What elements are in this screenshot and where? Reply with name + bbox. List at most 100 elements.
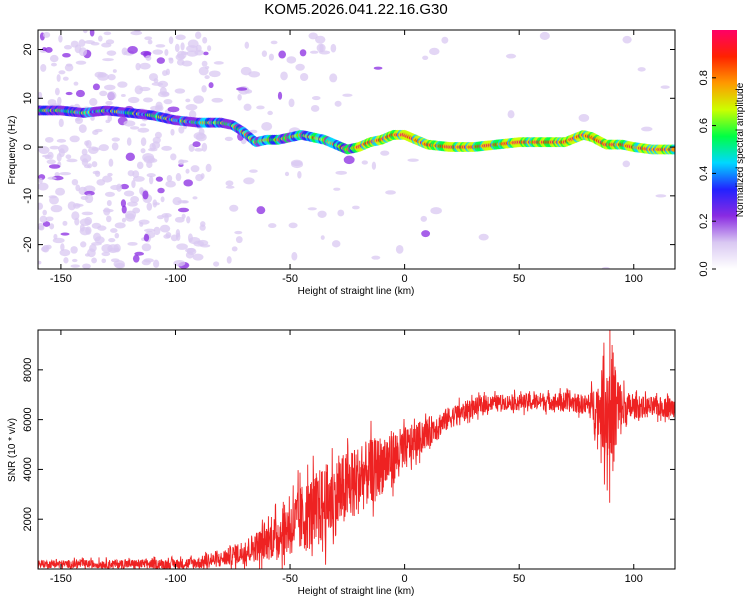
spectral-blob — [146, 202, 153, 211]
spectral-blob — [395, 245, 404, 254]
snr-frame — [37, 329, 676, 570]
spectral-blob — [213, 61, 224, 65]
spectral-blob — [108, 237, 116, 243]
spectral-blob — [45, 47, 53, 53]
spectral-blob — [53, 233, 58, 240]
spectral-blob — [155, 176, 163, 182]
spectral-blob — [107, 172, 113, 177]
spectral-blob — [75, 184, 81, 192]
spectral-blob — [134, 85, 143, 95]
spectral-blob — [277, 91, 283, 100]
spectral-blob — [256, 206, 266, 215]
spectral-blob — [55, 187, 66, 196]
spectral-blob — [507, 110, 515, 119]
spectral-blob — [505, 53, 517, 59]
spectral-blob — [103, 84, 116, 91]
spectral-blob — [153, 202, 160, 206]
spectral-blob — [141, 259, 151, 266]
spectral-blob — [190, 165, 200, 173]
spectral-blob — [93, 232, 101, 242]
spectral-blob — [280, 71, 288, 81]
spectral-blob — [660, 85, 670, 89]
spectral-blob — [49, 145, 60, 150]
spectral-blob — [203, 51, 209, 56]
spectral-blob — [291, 252, 298, 261]
spectral-blob — [185, 168, 190, 174]
spectral-blob — [56, 138, 67, 143]
spectral-blob — [141, 243, 152, 252]
spectral-blob — [295, 63, 305, 71]
spectral-blob — [38, 146, 50, 154]
spectral-blob — [183, 179, 194, 187]
spectral-blob — [38, 202, 44, 210]
spectral-blob — [146, 173, 156, 178]
spectral-blob — [94, 170, 101, 177]
spectral-blob — [186, 216, 191, 224]
spectral-blob — [319, 44, 324, 52]
spectral-blob — [72, 258, 78, 263]
spectral-blob — [202, 36, 208, 44]
spectral-blob — [101, 251, 111, 257]
x-tick-label: -150 — [50, 273, 72, 285]
x-tick-label: 100 — [625, 573, 643, 585]
x-tick-label: -50 — [282, 273, 298, 285]
spectral-blob — [84, 140, 89, 146]
spectral-blob — [160, 196, 165, 203]
colorbar: 0.0 0.2 0.4 0.6 0.8 Normalized spectral ampl… — [698, 30, 746, 277]
spectral-blob — [192, 253, 204, 261]
spectral-blob — [286, 56, 297, 64]
spectral-blob — [244, 41, 250, 49]
spectral-blob — [84, 216, 93, 226]
spectral-blob — [192, 196, 198, 200]
spectral-blob — [78, 39, 86, 47]
spectral-blob — [371, 255, 381, 260]
spectral-blob — [82, 263, 91, 269]
spectral-blob — [79, 226, 91, 236]
spectral-blob — [205, 66, 210, 70]
x-tick-label: 50 — [513, 273, 525, 285]
spectral-blob — [145, 55, 152, 61]
spectral-blob — [159, 224, 171, 233]
spectral-blob — [170, 128, 175, 136]
snr-y-axis-label: SNR (10 * v/v) — [7, 418, 18, 482]
spectral-blob — [178, 126, 185, 134]
spectral-blob — [140, 123, 147, 127]
spectral-blob — [90, 115, 95, 121]
spectral-blob — [80, 153, 92, 163]
spectral-blob — [284, 171, 290, 177]
spectral-blob — [40, 64, 47, 72]
spectral-blob — [123, 120, 136, 127]
spectral-blob — [67, 201, 76, 211]
colorbar-tick-label: 0.2 — [698, 214, 710, 229]
spectral-blob — [107, 73, 116, 81]
spectral-blob — [231, 246, 238, 252]
x-tick-label: 100 — [625, 273, 643, 285]
spectral-blob — [430, 207, 442, 215]
spectral-blob — [58, 118, 64, 128]
y-tick-label: 10 — [22, 92, 34, 104]
spectral-blob — [98, 144, 109, 152]
spectral-blob — [132, 254, 140, 263]
spectral-blob — [601, 266, 610, 269]
spectral-blob — [84, 40, 95, 44]
spectral-blob — [199, 244, 211, 248]
y-tick-label: 2000 — [22, 507, 34, 531]
spectral-blob — [49, 54, 59, 63]
spectral-blob — [63, 257, 69, 264]
spectral-blob — [127, 46, 138, 54]
spectral-blob — [104, 191, 115, 197]
spectral-blob — [143, 228, 156, 233]
spectral-blob — [151, 82, 164, 86]
spectral-blob — [72, 202, 81, 209]
spectral-blob — [59, 172, 72, 176]
spectral-blob — [91, 241, 102, 246]
spectral-blob — [201, 85, 207, 93]
spectral-blob — [371, 161, 377, 170]
y-tick-label: 8000 — [22, 358, 34, 382]
spectral-blob — [106, 50, 117, 56]
snr-y-ticks: 2000 4000 6000 8000 — [22, 358, 675, 531]
snr-panel: -150 -100 -50 0 50 100 2000 4000 6000 8000 Heigh… — [7, 329, 676, 597]
spectral-blob — [185, 104, 198, 111]
spectral-blob — [309, 50, 319, 54]
